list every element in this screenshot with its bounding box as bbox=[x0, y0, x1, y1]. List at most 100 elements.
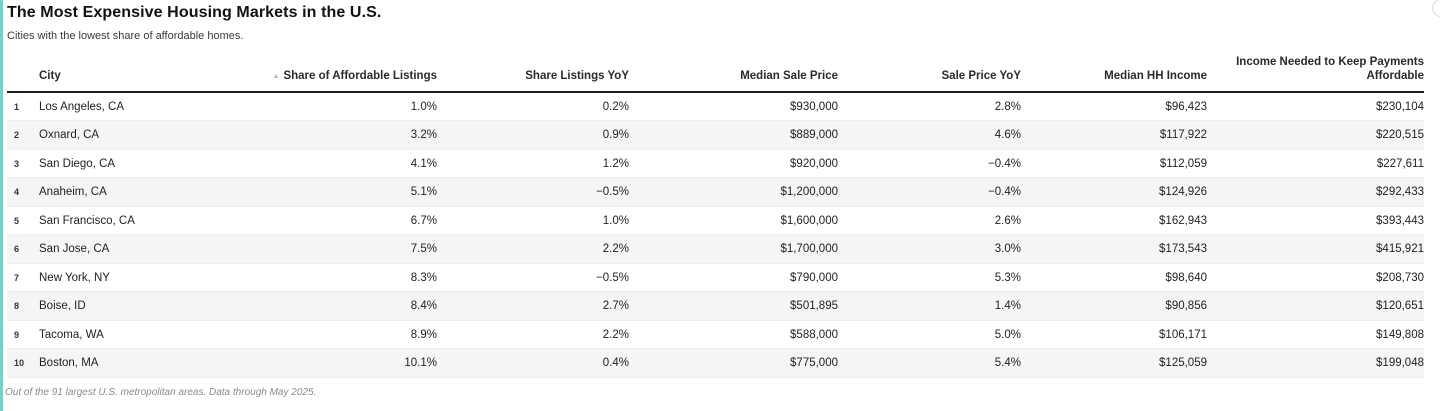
share-listings-yoy-cell: 2.7% bbox=[602, 300, 629, 312]
column-header-share-affordable-label: Share of Affordable Listings bbox=[283, 70, 437, 83]
city-cell: New York, NY bbox=[39, 271, 110, 284]
accent-bar bbox=[0, 0, 3, 411]
rank-cell: 5 bbox=[14, 215, 20, 226]
median-sale-price-cell: $1,700,000 bbox=[780, 243, 838, 255]
share-affordable-cell: 5.1% bbox=[410, 186, 437, 198]
share-affordable-cell: 10.1% bbox=[404, 357, 437, 369]
median-sale-price-cell: $1,200,000 bbox=[780, 186, 838, 198]
sale-price-yoy-cell: 5.3% bbox=[994, 271, 1021, 284]
column-header-sale-price-yoy[interactable]: Sale Price YoY bbox=[941, 70, 1021, 83]
city-cell: San Jose, CA bbox=[39, 243, 110, 255]
sale-price-yoy-cell: 2.8% bbox=[994, 100, 1021, 113]
city-cell: Oxnard, CA bbox=[39, 129, 100, 141]
median-sale-price-cell: $930,000 bbox=[790, 100, 838, 113]
share-affordable-cell: 8.4% bbox=[410, 300, 437, 312]
income-needed-cell: $393,443 bbox=[1376, 214, 1424, 227]
rank-cell: 9 bbox=[14, 329, 20, 340]
median-hh-income-cell: $173,543 bbox=[1159, 243, 1207, 255]
city-cell: Tacoma, WA bbox=[39, 328, 104, 341]
rank-cell: 1 bbox=[14, 101, 20, 112]
sale-price-yoy-cell: 2.6% bbox=[994, 214, 1021, 227]
share-affordable-cell: 6.7% bbox=[410, 214, 437, 227]
table-row: 8 Boise, ID 8.4% 2.7% $501,895 1.4% $90,… bbox=[7, 292, 1424, 321]
column-header-share-affordable[interactable]: ▲ Share of Affordable Listings bbox=[250, 69, 438, 83]
median-hh-income-cell: $98,640 bbox=[1165, 271, 1207, 284]
table-row: 5 San Francisco, CA 6.7% 1.0% $1,600,000… bbox=[7, 207, 1424, 236]
share-listings-yoy-cell: 1.2% bbox=[602, 157, 629, 170]
sale-price-yoy-cell: 3.0% bbox=[994, 243, 1021, 255]
median-sale-price-cell: $588,000 bbox=[790, 328, 838, 341]
sale-price-yoy-cell: 5.4% bbox=[994, 357, 1021, 369]
rank-cell: 10 bbox=[14, 358, 25, 368]
share-affordable-cell: 7.5% bbox=[410, 243, 437, 255]
rank-cell: 4 bbox=[14, 187, 20, 197]
median-hh-income-cell: $162,943 bbox=[1159, 214, 1207, 227]
median-hh-income-cell: $96,423 bbox=[1165, 100, 1207, 113]
share-affordable-cell: 1.0% bbox=[410, 100, 437, 113]
rank-cell: 6 bbox=[14, 244, 20, 254]
income-needed-cell: $199,048 bbox=[1376, 357, 1424, 369]
share-listings-yoy-cell: 2.2% bbox=[602, 243, 629, 255]
median-hh-income-cell: $125,059 bbox=[1159, 357, 1207, 369]
city-cell: Boise, ID bbox=[39, 300, 86, 312]
rank-cell: 2 bbox=[14, 130, 20, 140]
median-sale-price-cell: $1,600,000 bbox=[780, 214, 838, 227]
table-row: 9 Tacoma, WA 8.9% 2.2% $588,000 5.0% $10… bbox=[7, 321, 1424, 350]
sale-price-yoy-cell: 1.4% bbox=[994, 300, 1021, 312]
share-listings-yoy-cell: −0.5% bbox=[596, 186, 629, 198]
income-needed-cell: $227,611 bbox=[1376, 157, 1424, 170]
share-affordable-cell: 8.3% bbox=[410, 271, 437, 284]
share-listings-yoy-cell: 0.2% bbox=[602, 100, 629, 113]
income-needed-cell: $220,515 bbox=[1376, 129, 1424, 141]
share-affordable-cell: 4.1% bbox=[410, 157, 437, 170]
city-cell: San Diego, CA bbox=[39, 157, 116, 170]
table-row: 3 San Diego, CA 4.1% 1.2% $920,000 −0.4%… bbox=[7, 150, 1424, 179]
housing-table-widget: The Most Expensive Housing Markets in th… bbox=[3, 0, 1440, 398]
column-header-share-yoy[interactable]: Share Listings YoY bbox=[525, 70, 629, 83]
rank-cell: 7 bbox=[14, 272, 20, 283]
median-hh-income-cell: $112,059 bbox=[1159, 157, 1207, 170]
median-hh-income-cell: $124,926 bbox=[1159, 186, 1207, 198]
sale-price-yoy-cell: 5.0% bbox=[994, 328, 1021, 341]
city-cell: San Francisco, CA bbox=[39, 214, 135, 227]
median-sale-price-cell: $920,000 bbox=[790, 157, 838, 170]
sale-price-yoy-cell: −0.4% bbox=[988, 157, 1021, 170]
table-row: 6 San Jose, CA 7.5% 2.2% $1,700,000 3.0%… bbox=[7, 235, 1424, 264]
data-table: City ▲ Share of Affordable Listings Share… bbox=[7, 55, 1424, 378]
income-needed-cell: $230,104 bbox=[1376, 100, 1424, 113]
column-header-city[interactable]: City bbox=[39, 70, 61, 83]
median-sale-price-cell: $775,000 bbox=[790, 357, 838, 369]
income-needed-cell: $415,921 bbox=[1376, 243, 1424, 255]
median-hh-income-cell: $117,922 bbox=[1159, 129, 1207, 141]
median-sale-price-cell: $889,000 bbox=[790, 129, 838, 141]
share-listings-yoy-cell: −0.5% bbox=[596, 271, 629, 284]
median-hh-income-cell: $106,171 bbox=[1159, 328, 1207, 341]
share-listings-yoy-cell: 2.2% bbox=[602, 328, 629, 341]
sort-ascending-icon: ▲ bbox=[272, 73, 280, 81]
share-affordable-cell: 8.9% bbox=[410, 328, 437, 341]
median-hh-income-cell: $90,856 bbox=[1165, 300, 1207, 312]
page-title: The Most Expensive Housing Markets in th… bbox=[7, 4, 382, 21]
income-needed-cell: $120,651 bbox=[1376, 300, 1424, 312]
table-row: 10 Boston, MA 10.1% 0.4% $775,000 5.4% $… bbox=[7, 349, 1424, 378]
column-header-income-needed[interactable]: Income Needed to Keep Payments Affordabl… bbox=[1236, 56, 1424, 83]
median-sale-price-cell: $501,895 bbox=[790, 300, 838, 312]
median-sale-price-cell: $790,000 bbox=[790, 271, 838, 284]
rank-cell: 8 bbox=[14, 301, 20, 311]
table-row: 2 Oxnard, CA 3.2% 0.9% $889,000 4.6% $11… bbox=[7, 121, 1424, 150]
share-listings-yoy-cell: 0.4% bbox=[602, 357, 629, 369]
column-header-median-hh-income[interactable]: Median HH Income bbox=[1104, 70, 1207, 83]
column-header-median-sale-price[interactable]: Median Sale Price bbox=[740, 70, 838, 83]
sale-price-yoy-cell: −0.4% bbox=[988, 186, 1021, 198]
share-affordable-cell: 3.2% bbox=[410, 129, 437, 141]
income-needed-cell: $149,808 bbox=[1376, 328, 1424, 341]
table-footnote: Out of the 91 largest U.S. metropolitan … bbox=[5, 386, 317, 398]
page-subtitle: Cities with the lowest share of affordab… bbox=[7, 30, 244, 42]
table-body: 1 Los Angeles, CA 1.0% 0.2% $930,000 2.8… bbox=[7, 93, 1424, 378]
share-listings-yoy-cell: 0.9% bbox=[602, 129, 629, 141]
sale-price-yoy-cell: 4.6% bbox=[994, 129, 1021, 141]
rank-cell: 3 bbox=[14, 158, 20, 169]
table-row: 1 Los Angeles, CA 1.0% 0.2% $930,000 2.8… bbox=[7, 93, 1424, 122]
table-header-row: City ▲ Share of Affordable Listings Share… bbox=[7, 55, 1424, 93]
income-needed-cell: $208,730 bbox=[1376, 271, 1424, 284]
